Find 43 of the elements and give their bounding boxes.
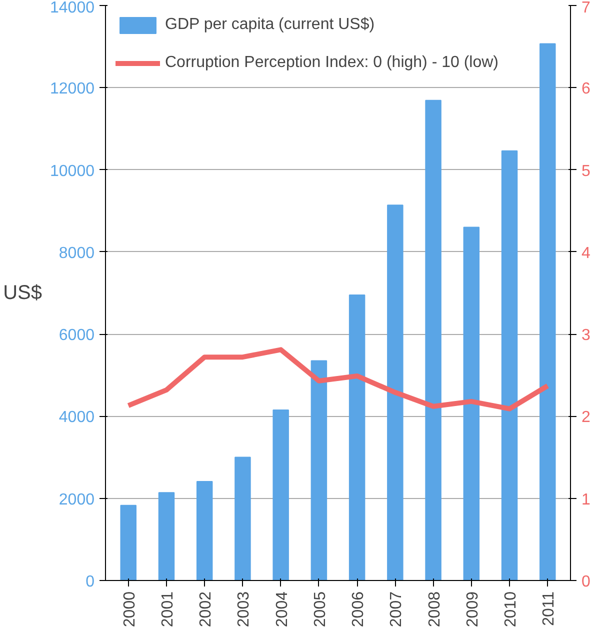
y2-tick-label: 1 [582, 491, 590, 508]
y-tick-label: 2000 [58, 491, 95, 508]
x-tick-label: 2002 [198, 591, 215, 628]
bar [196, 481, 213, 580]
y2-tick-label: 5 [582, 162, 590, 180]
bar [387, 204, 404, 580]
y2-tick-label: 3 [582, 327, 590, 344]
x-tick-label: 2001 [159, 591, 176, 628]
y-tick-label: 12000 [50, 80, 95, 98]
bar [310, 360, 328, 580]
y2-tick-label: 0 [582, 574, 590, 590]
y-tick-label: 6000 [58, 327, 95, 344]
bar [501, 150, 518, 580]
x-tick-label: 2011 [540, 591, 558, 626]
y2-tick-label: 4 [582, 244, 590, 262]
y-tick-label: 4000 [58, 409, 95, 426]
y2-tick-label: 2 [582, 409, 590, 426]
bar [234, 456, 251, 580]
x-tick-label: 2003 [236, 591, 253, 628]
y2-tick-label: 7 [582, 0, 590, 16]
legend-label: GDP per capita (current US$) [165, 16, 375, 34]
y-tick-label: 0 [86, 574, 95, 590]
bar [540, 43, 556, 580]
y-tick-label: 14000 [50, 0, 95, 16]
y2-tick-label: 6 [582, 80, 590, 98]
y-tick-label: 10000 [50, 162, 95, 180]
x-tick-label: 2004 [274, 591, 291, 628]
y-axis-title: US$ [3, 282, 42, 304]
legend-label: Corruption Perception Index: 0 (high) - 10 (low) [165, 54, 498, 72]
x-tick-label: 2010 [502, 591, 520, 628]
bar [158, 492, 175, 580]
bar [272, 410, 289, 580]
y-tick-label: 8000 [58, 244, 95, 262]
bar [425, 100, 442, 580]
x-tick-label: 2009 [464, 591, 482, 628]
bar [348, 294, 366, 580]
bar [463, 226, 480, 580]
x-tick-label: 2007 [388, 591, 406, 628]
x-tick-label: 2008 [426, 591, 444, 628]
x-tick-label: 2000 [121, 591, 138, 628]
bar [120, 504, 136, 580]
x-tick-label: 2006 [350, 591, 368, 628]
x-tick-label: 2005 [312, 591, 329, 628]
